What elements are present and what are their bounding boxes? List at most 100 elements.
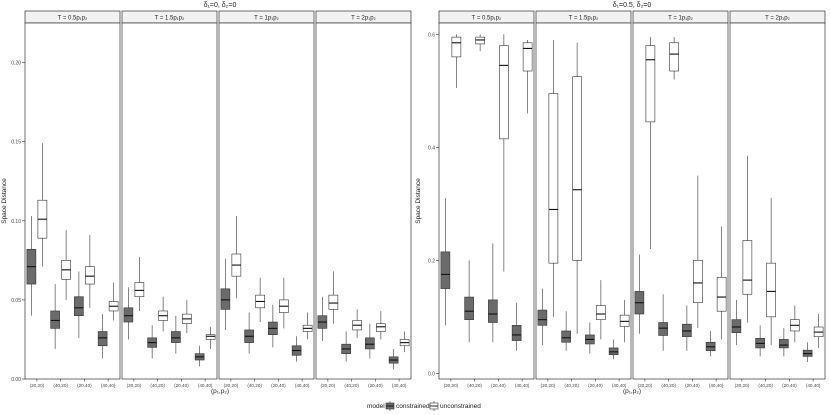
x-tick-label: (20,40) — [491, 383, 506, 388]
x-tick-label: (40,40) — [295, 383, 310, 388]
constrained-box — [147, 325, 157, 359]
constrained-box — [585, 322, 595, 354]
unconstrained-box — [766, 198, 776, 346]
constrained-box — [291, 336, 302, 362]
unconstrained-box — [619, 299, 630, 343]
y-axis-label: Space Distance — [415, 178, 422, 224]
box-iqr — [365, 337, 375, 350]
y-tick-label: 0.00 — [11, 377, 21, 383]
unconstrained-box — [572, 42, 582, 334]
x-tick-label: (40,40) — [101, 383, 116, 388]
chart-title: δ₁=0, δ₂=0 — [204, 2, 237, 9]
chart-1: δ₁=0, δ₂=0 Space Distance 0.00 0.05 0.10 0.15… — [1, 2, 412, 395]
unconstrained-box — [790, 305, 800, 343]
box-iqr — [693, 260, 703, 304]
constrained-box — [317, 296, 328, 342]
box-iqr — [731, 319, 742, 333]
chart-title: δ₁=0.5, δ₂=0 — [613, 2, 652, 9]
constrained-box — [634, 254, 645, 334]
unconstrained-box — [742, 155, 753, 323]
constrained-box — [682, 305, 692, 351]
box-iqr — [682, 323, 692, 337]
constrained-box — [755, 325, 765, 357]
legend-label: unconstrained — [440, 403, 481, 410]
unconstrained-box — [399, 331, 410, 353]
x-tick-label: (20,20) — [638, 383, 653, 388]
constrained-box — [171, 315, 181, 354]
facet-panel: T = 1.5p₁p₂ (20,20) (40,20) (20,40) (40,40) — [121, 10, 218, 388]
x-axis-label: (p₁,p₂) — [623, 388, 641, 395]
facet-panel: T = 0.5p₁p₂ (20,20) (40,20) (20,40) (40,40) — [24, 10, 121, 388]
constrained-box — [97, 314, 108, 359]
y-tick-label: 0.4 — [428, 145, 435, 151]
box-iqr — [742, 240, 753, 295]
box-iqr — [123, 307, 134, 323]
constrained-box — [50, 284, 60, 349]
constrained-box — [220, 258, 231, 330]
x-tick-label: (40,20) — [758, 383, 773, 388]
box-iqr — [766, 262, 776, 318]
legend: model constrained unconstrained — [367, 401, 481, 411]
x-tick-label: (20,40) — [368, 383, 383, 388]
x-tick-label: (40,40) — [612, 383, 627, 388]
facet-panel: T = 0.5p₁p₂ (20,20) (40,20) (20,40) (40,40) — [438, 10, 535, 388]
x-tick-label: (20,20) — [735, 383, 750, 388]
y-tick-label: 0.6 — [428, 32, 435, 38]
facet-strip-label: T = 2p₁p₂ — [351, 16, 376, 22]
facet-strip-label: T = 0.5p₁p₂ — [58, 16, 88, 22]
unconstrained-box — [37, 143, 48, 267]
box-iqr — [50, 310, 60, 329]
x-tick-label: (20,40) — [77, 383, 92, 388]
unconstrained-box — [645, 37, 656, 250]
facet-strip-label: T = 1.5p₁p₂ — [569, 16, 599, 22]
unconstrained-box — [205, 326, 216, 349]
unconstrained-box — [451, 34, 462, 88]
panel-frame — [729, 22, 826, 380]
box-iqr — [220, 288, 231, 310]
constrained-box — [608, 339, 619, 360]
x-tick-label: (40,20) — [467, 383, 482, 388]
y-tick-label: 0.20 — [11, 61, 21, 67]
facet-panel: T = 1.5p₁p₂ (20,20) (40,20) (20,40) (40,40) — [535, 10, 632, 388]
box-iqr — [134, 282, 145, 298]
x-tick-label: (20,20) — [224, 383, 239, 388]
unconstrained-box — [475, 34, 485, 52]
box-iqr — [464, 296, 474, 320]
constrained-box — [26, 216, 37, 316]
unconstrained-box — [813, 314, 824, 348]
constrained-box — [74, 271, 84, 338]
y-axis-label: Space Distance — [1, 178, 8, 224]
panel-frame — [218, 22, 315, 380]
box-iqr — [658, 322, 668, 336]
x-tick-label: (20,20) — [30, 383, 45, 388]
constrained-box — [123, 287, 134, 340]
x-tick-label: (20,40) — [271, 383, 286, 388]
facet-strip-label: T = 0.5p₁p₂ — [472, 16, 502, 22]
x-tick-label: (40,40) — [709, 383, 724, 388]
box-iqr — [596, 305, 606, 320]
facet-panel: T = 2p₁p₂ (20,20) (40,20) (20,40) (40,40) — [315, 10, 412, 388]
constrained-box — [731, 299, 742, 346]
box-iqr — [171, 331, 181, 343]
unconstrained-box — [134, 257, 145, 311]
box-iqr — [475, 36, 485, 45]
y-tick-label: 0.10 — [11, 219, 21, 225]
y-tick-label: 0.15 — [11, 140, 21, 146]
unconstrained-box — [352, 309, 362, 338]
constrained-box — [440, 198, 451, 326]
panel-frame — [438, 22, 535, 380]
box-iqr — [522, 42, 533, 72]
facet-strip-label: T = 1.5p₁p₂ — [155, 16, 185, 22]
x-tick-label: (20,40) — [685, 383, 700, 388]
unconstrained-box — [522, 39, 533, 114]
constrained-box — [388, 348, 399, 370]
x-tick-label: (20,20) — [321, 383, 336, 388]
unconstrained-box — [499, 34, 509, 272]
unconstrained-box — [716, 226, 727, 340]
constrained-box — [268, 304, 278, 348]
panel-frame — [121, 22, 218, 380]
facet-panel: T = 1p₁p₂ (20,20) (40,20) (20,40) (40,40) — [632, 10, 729, 388]
legend-key — [429, 401, 439, 411]
unconstrained-box — [548, 39, 559, 317]
box-iqr — [608, 347, 619, 356]
